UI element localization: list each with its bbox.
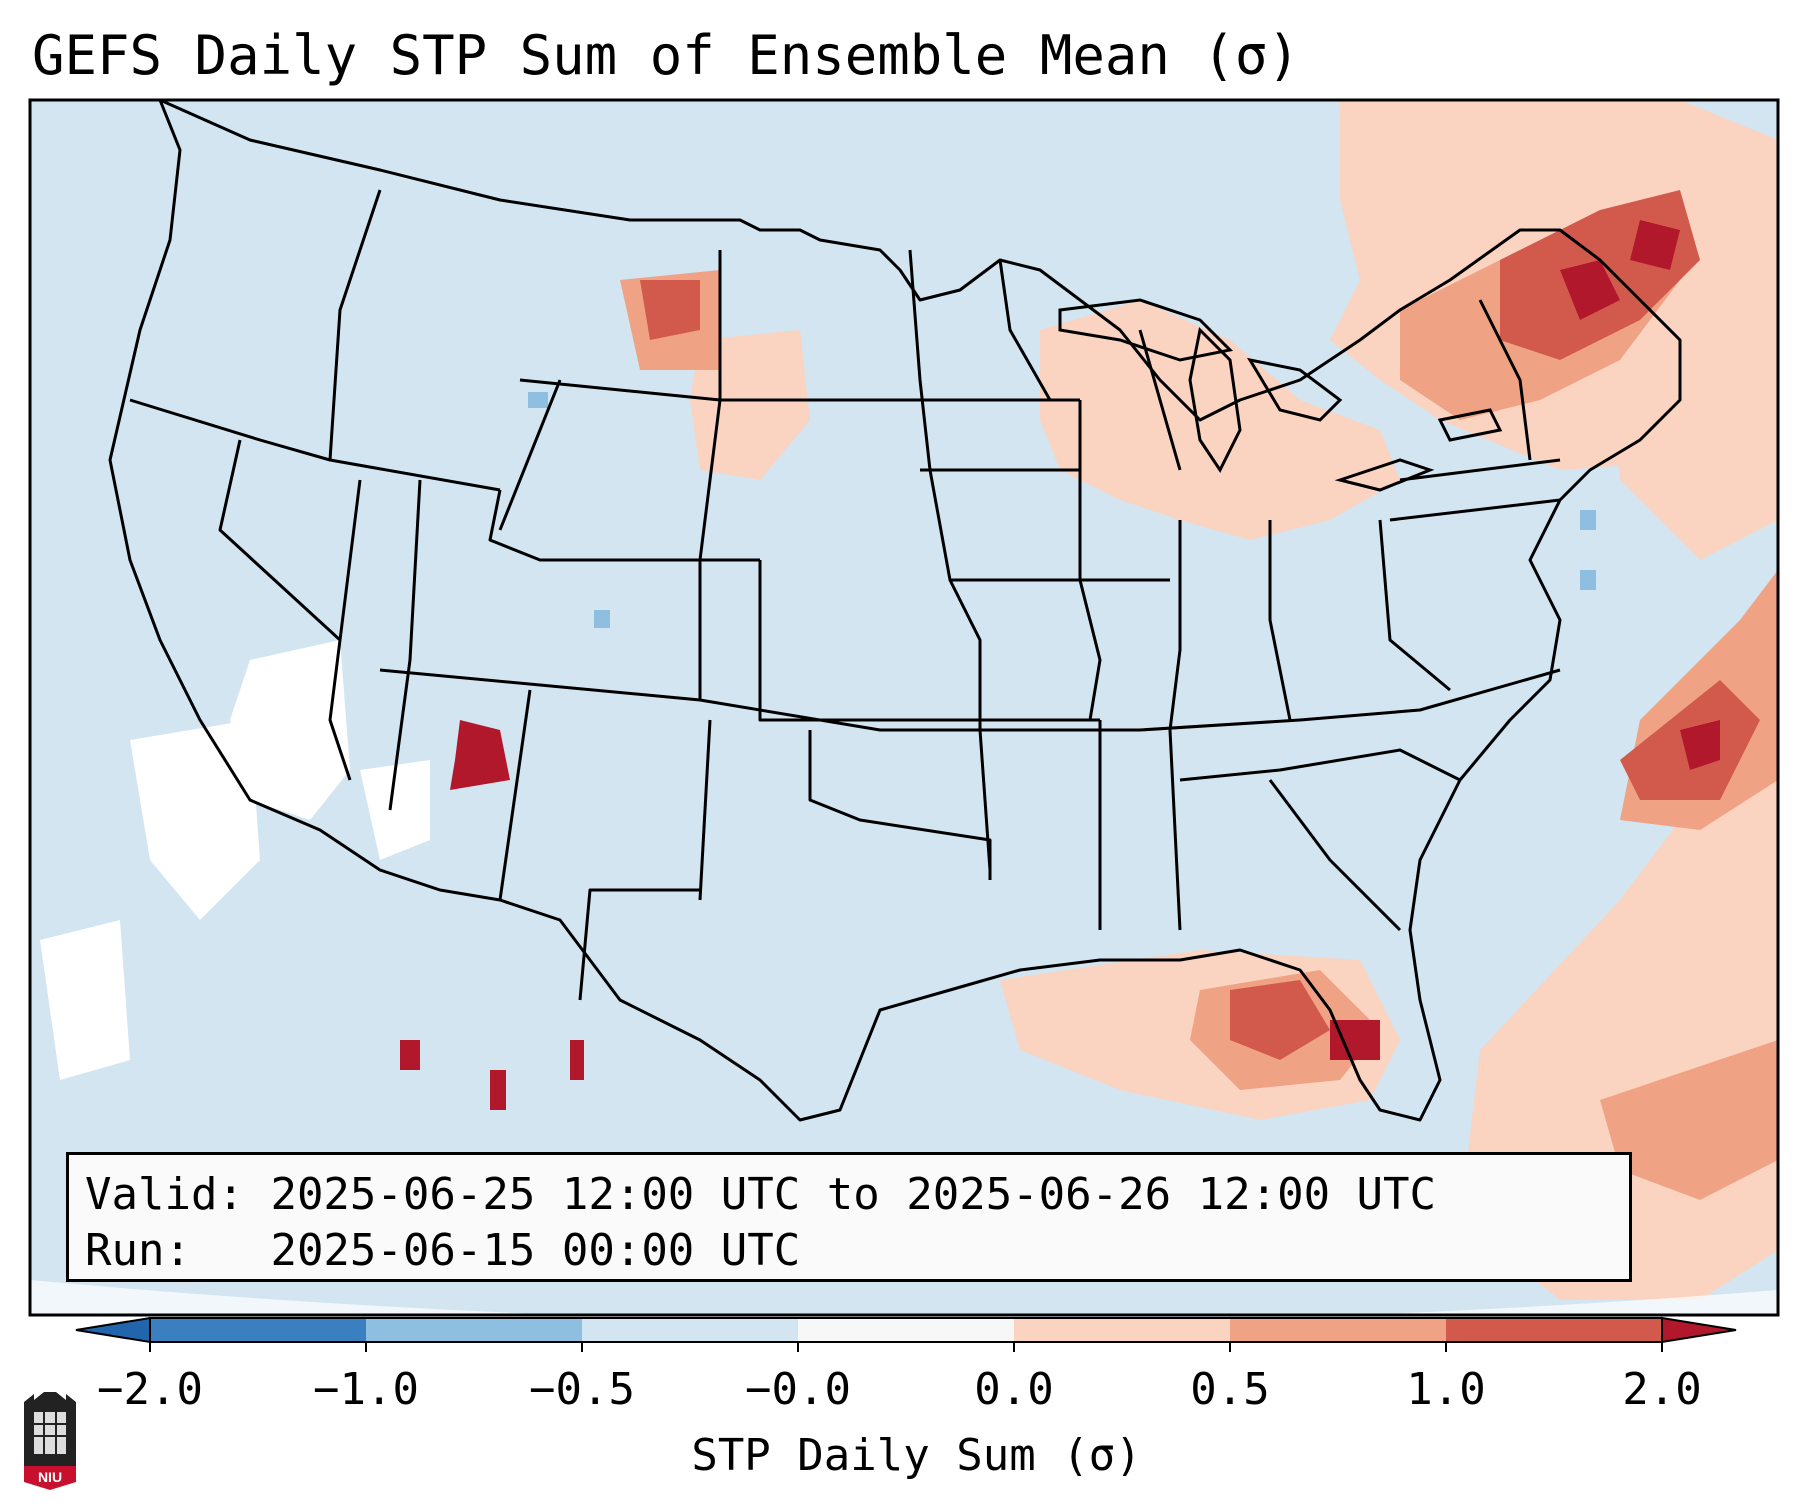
valid-value: 2025-06-25 12:00 UTC to 2025-06-26 12:00… [270, 1169, 1437, 1220]
colorbar-tick-label: 1.0 [1406, 1364, 1486, 1415]
page-title: GEFS Daily STP Sum of Ensemble Mean (σ) [32, 24, 1300, 87]
great-lakes [1058, 298, 1503, 492]
colorbar-extend-high [1661, 1316, 1737, 1344]
colorbar-tick-label: 2.0 [1622, 1364, 1702, 1415]
anomaly-near-zero [40, 640, 430, 1080]
colorbar-segment-7 [1446, 1318, 1662, 1342]
colorbar-tick-label: 0.5 [1190, 1364, 1270, 1415]
valid-label: Valid: [85, 1169, 244, 1220]
colorbar-tick-label: −1.0 [313, 1364, 419, 1415]
valid-run-box: Valid: 2025-06-25 12:00 UTC to 2025-06-2… [66, 1152, 1632, 1282]
colorbar-tick-label: −0.5 [529, 1364, 635, 1415]
colorbar-segment-1 [150, 1318, 366, 1342]
run-label: Run: [85, 1225, 191, 1276]
anomaly-negative [528, 392, 1596, 628]
colorbar-segment-4 [798, 1318, 1014, 1342]
colorbar-segment-6 [1230, 1318, 1446, 1342]
colorbar [75, 1316, 1737, 1352]
colorbar-segment-2 [366, 1318, 582, 1342]
colorbar-tick-label: −0.0 [745, 1364, 851, 1415]
colorbar-tick-label: −2.0 [97, 1364, 203, 1415]
run-value: 2025-06-15 00:00 UTC [270, 1225, 801, 1276]
colorbar-segment-5 [1014, 1318, 1230, 1342]
colorbar-tick-label: 0.0 [974, 1364, 1054, 1415]
colorbar-extend-low [75, 1316, 151, 1344]
state-borders [108, 98, 1682, 1122]
colorbar-label: STP Daily Sum (σ) [691, 1430, 1142, 1481]
map-frame [28, 98, 1780, 1317]
colorbar-segment-3 [582, 1318, 798, 1342]
logo-text: NIU [38, 1469, 62, 1485]
niu-logo: NIU [24, 1392, 76, 1490]
anomaly-very-strong-positive [400, 220, 1720, 1110]
out-of-domain [30, 1280, 1778, 1323]
